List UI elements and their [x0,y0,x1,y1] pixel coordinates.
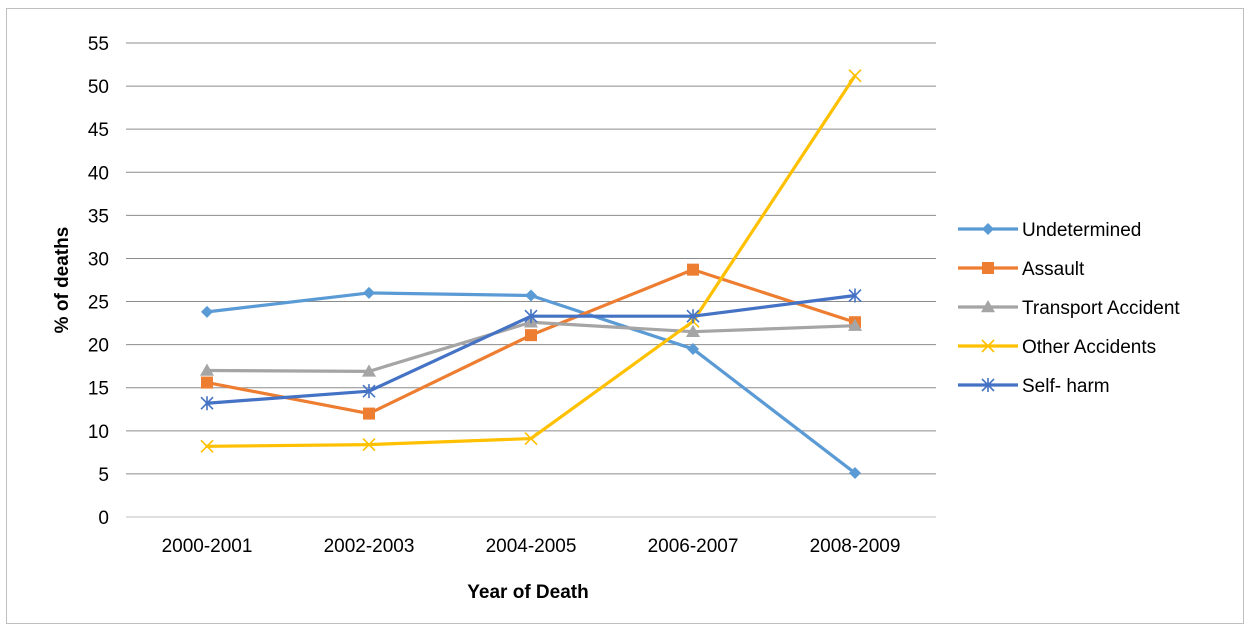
y-axis-ticks: 0 5 10 15 20 25 30 35 40 45 50 55 [88,34,109,529]
legend-label: Other Accidents [1022,337,1156,358]
data-point-transport-accident [686,324,700,337]
legend-item-assault: Assault [958,259,1085,280]
data-point-self-harm [848,288,862,303]
y-tick-label: 15 [88,379,109,400]
data-point-other-accidents [200,439,214,453]
legend-item-transport-accident: Transport Accident [958,298,1180,319]
legend-label: Self- harm [1022,376,1110,397]
series-undetermined [201,286,861,480]
data-point-undetermined [687,342,699,355]
data-point-assault [687,263,699,276]
x-tick-label: 2006-2007 [648,536,739,557]
legend-marker [981,339,995,353]
y-tick-label: 20 [88,336,109,357]
data-point-undetermined [201,305,213,318]
data-point-other-accidents [362,438,376,452]
data-point-assault [201,376,213,389]
legend-item-other-accidents: Other Accidents [958,337,1156,358]
legend-item-self-harm: Self- harm [958,376,1110,397]
y-tick-label: 35 [88,206,109,227]
data-point-undetermined [525,289,537,302]
legend-label: Undetermined [1022,220,1141,241]
data-point-transport-accident [362,364,376,377]
series-self-harm [200,288,862,411]
legend: Undetermined Assault Transport Accident Oth… [958,220,1180,397]
legend-marker [981,378,995,392]
data-point-transport-accident [848,318,862,331]
legend-marker [982,262,994,274]
legend-marker [981,300,995,313]
y-axis-title: % of deaths [52,227,73,334]
x-axis-title: Year of Death [467,582,588,603]
data-point-other-accidents [848,69,862,83]
x-tick-label: 2000-2001 [162,536,253,557]
data-point-assault [363,407,375,420]
data-point-other-accidents [524,432,538,446]
data-point-self-harm [362,384,376,399]
y-tick-label: 10 [88,422,109,443]
y-tick-label: 5 [98,465,109,486]
data-point-undetermined [363,286,375,299]
legend-item-undetermined: Undetermined [958,220,1141,241]
y-tick-label: 50 [88,77,109,98]
y-tick-label: 30 [88,249,109,270]
data-point-undetermined [849,467,861,480]
x-tick-label: 2008-2009 [810,536,901,557]
data-point-self-harm [200,396,214,411]
legend-marker [982,223,994,235]
x-axis-ticks: 2000-2001 2002-2003 2004-2005 2006-2007 2008… [162,536,901,557]
y-tick-label: 0 [98,508,109,529]
data-point-self-harm [524,309,538,324]
data-point-assault [525,329,537,342]
y-tick-label: 45 [88,120,109,141]
x-tick-label: 2002-2003 [324,536,415,557]
legend-label: Transport Accident [1022,298,1180,319]
data-point-self-harm [686,309,700,324]
x-tick-label: 2004-2005 [486,536,577,557]
data-point-transport-accident [200,363,214,376]
y-tick-label: 40 [88,163,109,184]
series-transport-accident [200,315,862,377]
series-group [200,69,862,480]
series-line-other-accidents [205,74,857,448]
legend-label: Assault [1022,259,1085,280]
y-tick-label: 55 [88,34,109,55]
y-tick-label: 25 [88,293,109,314]
